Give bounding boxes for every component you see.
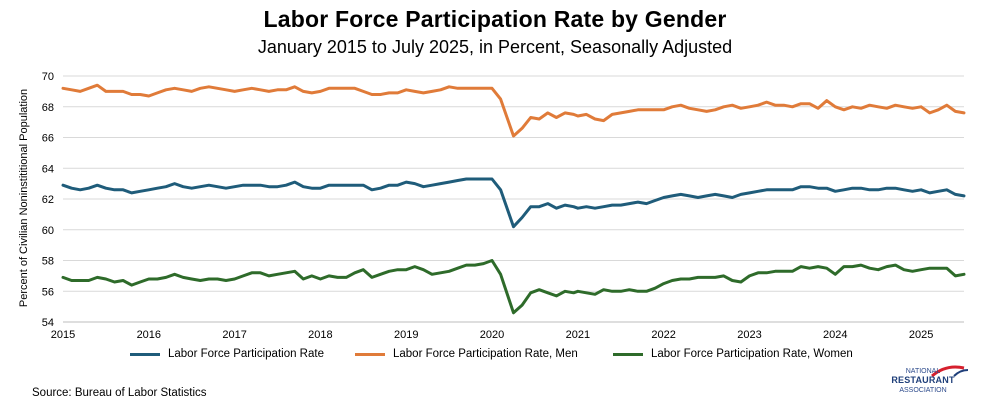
x-tick-label: 2019 <box>394 329 418 341</box>
legend-swatch-women <box>613 352 643 356</box>
chart-title: Labor Force Participation Rate by Gender <box>263 6 727 32</box>
legend-item-women: Labor Force Participation Rate, Women <box>613 348 853 360</box>
logo-line1: NATIONAL <box>905 368 941 375</box>
x-axis: 2015 2016 2017 2018 2019 2020 2021 2022 2023 2024… <box>51 329 934 341</box>
logo-arc-icon <box>931 365 969 378</box>
x-tick-label: 2016 <box>137 329 161 341</box>
x-tick-label: 2021 <box>566 329 590 341</box>
x-tick-label: 2020 <box>480 329 504 341</box>
y-tick-label: 66 <box>42 133 54 145</box>
legend-swatch-men <box>355 352 385 356</box>
x-tick-label: 2023 <box>737 329 761 341</box>
y-tick-label: 54 <box>42 317 54 329</box>
x-tick-label: 2022 <box>651 329 675 341</box>
legend-label-women: Labor Force Participation Rate, Women <box>651 348 853 360</box>
y-tick-label: 60 <box>42 225 54 237</box>
x-tick-label: 2017 <box>222 329 246 341</box>
y-tick-label: 58 <box>42 256 54 268</box>
gridlines <box>63 75 964 323</box>
x-tick-label: 2015 <box>51 329 75 341</box>
legend-label-men: Labor Force Participation Rate, Men <box>393 348 578 360</box>
chart-subtitle: January 2015 to July 2025, in Percent, S… <box>257 37 733 57</box>
x-tick-label: 2025 <box>909 329 933 341</box>
legend: Labor Force Participation Rate Labor For… <box>0 348 990 368</box>
legend-swatch-total <box>130 352 160 356</box>
series-line-2 <box>61 259 966 315</box>
y-tick-label: 56 <box>42 286 54 298</box>
logo-line3: ASSOCIATION <box>899 387 947 394</box>
y-axis: 54 56 58 60 62 64 66 68 70 <box>42 71 54 329</box>
legend-label-total: Labor Force Participation Rate <box>168 348 324 360</box>
y-tick-label: 64 <box>42 163 54 175</box>
y-tick-label: 68 <box>42 102 54 114</box>
series-line-1 <box>61 83 966 138</box>
y-tick-label: 70 <box>42 71 54 83</box>
legend-item-men: Labor Force Participation Rate, Men <box>355 348 578 360</box>
x-tick-label: 2018 <box>308 329 332 341</box>
nra-logo: NATIONAL RESTAURANT ASSOCIATION <box>884 364 984 404</box>
series-lines <box>61 83 966 315</box>
source-note: Source: Bureau of Labor Statistics <box>32 387 207 399</box>
legend-item-total: Labor Force Participation Rate <box>130 348 324 360</box>
y-tick-label: 62 <box>42 194 54 206</box>
y-axis-label: Percent of Civilian Noninstititional Pop… <box>18 89 30 307</box>
series-line-0 <box>61 177 966 229</box>
x-tick-label: 2024 <box>823 329 847 341</box>
logo-line2: RESTAURANT <box>891 375 955 385</box>
